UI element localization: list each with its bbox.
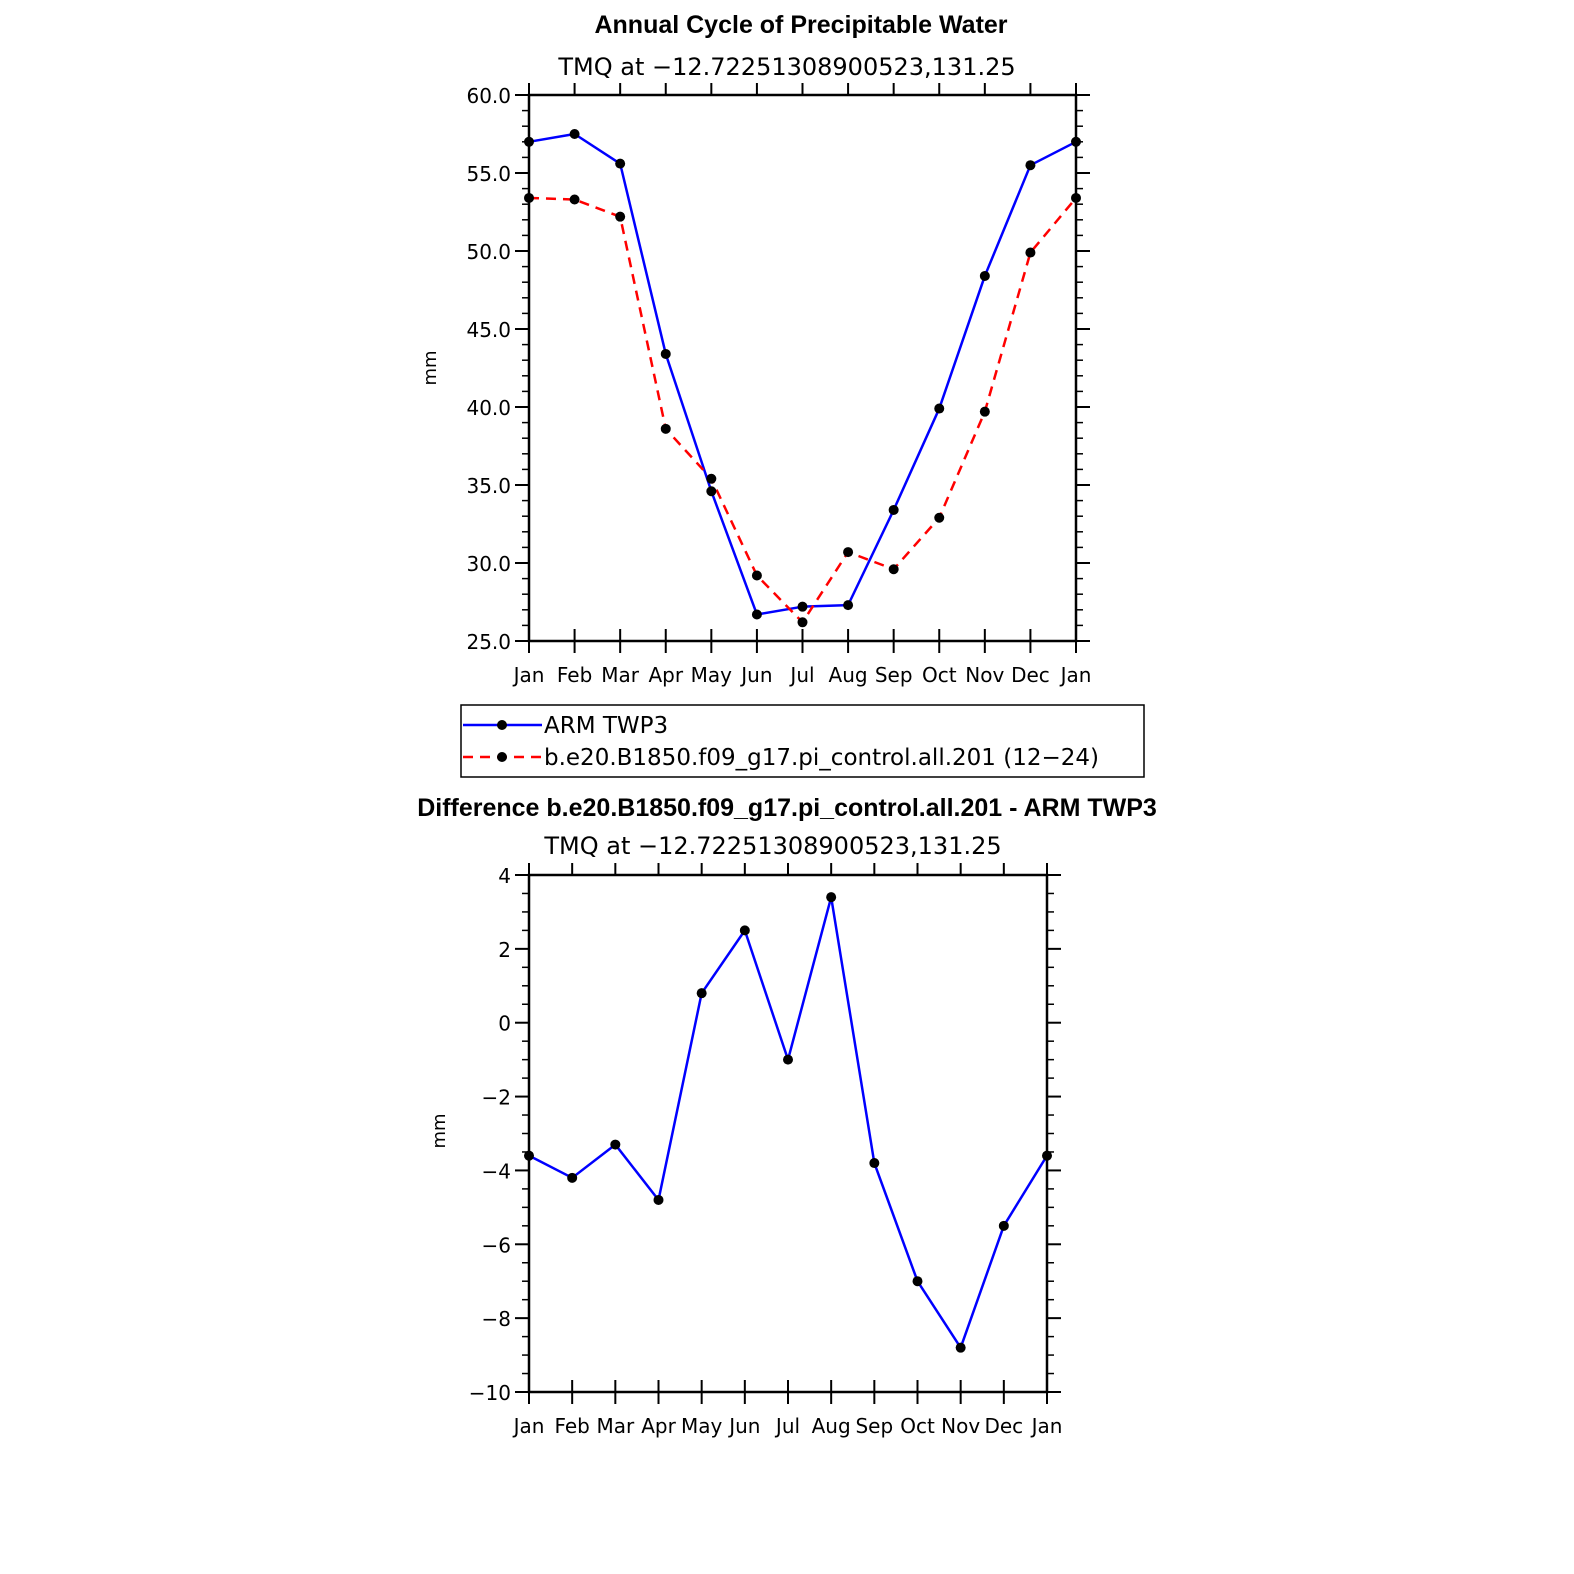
data-point [826,892,837,903]
y-tick-label: −8 [482,1307,511,1331]
data-point [979,270,990,281]
data-point [696,988,707,999]
chart1-y-axis-label: mm [420,350,441,385]
x-tick-label: Jan [512,1414,545,1438]
x-tick-label: Jun [727,1414,760,1438]
y-tick-label: 4 [498,864,511,888]
y-tick-label: −6 [482,1233,511,1257]
data-point [869,1158,880,1169]
series-line-0 [528,895,1049,1349]
data-point [797,601,808,612]
series-line-0 [528,132,1077,616]
x-tick-label: Aug [829,663,868,687]
data-point [615,158,626,169]
y-tick-label: −4 [482,1159,511,1183]
y-tick-label: 0 [498,1012,511,1036]
x-tick-label: Oct [900,1414,935,1438]
x-tick-label: Feb [557,663,592,687]
data-point [751,570,762,581]
x-tick-label: Aug [812,1414,851,1438]
chart2-y-axis-label: mm [429,1113,450,1148]
data-point [979,406,990,417]
data-point [998,1220,1009,1231]
series-line-1 [528,196,1077,624]
x-tick-label: May [681,1414,723,1438]
data-point [615,211,626,222]
x-tick-label: Jul [788,663,814,687]
data-point [843,547,854,558]
x-tick-label: Apr [648,663,683,687]
legend-marker-arm [497,720,507,730]
difference-chart: Difference b.e20.B1850.f09_g17.pi_contro… [417,794,1157,1438]
y-tick-label: −10 [469,1381,511,1405]
data-point [934,512,945,523]
data-point [783,1054,793,1065]
x-tick-label: Jun [739,663,772,687]
data-point [934,403,945,414]
legend-label-model: b.e20.B1850.f09_g17.pi_control.all.201 (… [544,745,1099,771]
data-point [569,129,580,139]
data-point [569,194,580,205]
chart2-title: Difference b.e20.B1850.f09_g17.pi_contro… [417,794,1157,822]
chart2-plot-frame [527,873,1049,1394]
chart1-title: Annual Cycle of Precipitable Water [594,11,1007,39]
annual-cycle-chart: Annual Cycle of Precipitable Water TMQ a… [420,11,1091,687]
x-tick-label: Jan [1059,663,1092,687]
y-tick-label: 2 [498,938,511,962]
data-point [843,600,854,611]
y-tick-label: 35.0 [466,474,511,498]
x-tick-label: Mar [596,1414,635,1438]
x-tick-label: Jan [1030,1414,1063,1438]
legend-marker-model [497,752,507,762]
x-tick-label: Jan [512,663,545,687]
legend-label-arm: ARM TWP3 [544,713,668,739]
data-point [706,473,717,484]
data-point [610,1139,621,1150]
x-tick-label: Apr [641,1414,676,1438]
y-tick-label: 45.0 [466,318,511,342]
data-point [912,1276,923,1287]
legend-box [460,704,1145,778]
x-tick-label: Sep [875,663,913,687]
y-tick-label: 60.0 [466,84,511,108]
data-point [797,617,808,628]
data-point [653,1194,664,1205]
y-tick-label: 40.0 [466,396,511,420]
y-tick-label: 55.0 [466,162,511,186]
y-tick-label: −2 [482,1086,511,1110]
x-tick-label: May [691,663,733,687]
data-point [1025,160,1036,171]
y-tick-label: 25.0 [466,630,511,654]
data-point [888,564,899,575]
chart1-subtitle: TMQ at −12.72251308900523,131.25 [557,53,1015,81]
x-tick-label: Nov [941,1414,980,1438]
y-tick-label: 30.0 [466,552,511,576]
x-tick-label: Feb [554,1414,589,1438]
x-tick-label: Mar [601,663,640,687]
x-tick-label: Sep [855,1414,893,1438]
data-point [660,348,671,359]
x-tick-label: Oct [922,663,957,687]
chart1-plot-frame [527,93,1078,643]
data-point [706,486,717,497]
data-point [739,925,750,936]
chart1-legend: ARM TWP3 b.e20.B1850.f09_g17.pi_control.… [460,704,1145,778]
x-tick-label: Dec [984,1414,1023,1438]
y-tick-label: 50.0 [466,240,511,264]
data-point [1025,247,1036,258]
chart2-subtitle: TMQ at −12.72251308900523,131.25 [543,832,1001,860]
data-point [888,504,899,515]
data-point [751,609,762,620]
data-point [955,1342,966,1353]
x-tick-label: Dec [1011,663,1050,687]
x-tick-label: Jul [774,1414,800,1438]
x-tick-label: Nov [965,663,1004,687]
data-point [567,1172,578,1183]
data-point [660,423,671,434]
